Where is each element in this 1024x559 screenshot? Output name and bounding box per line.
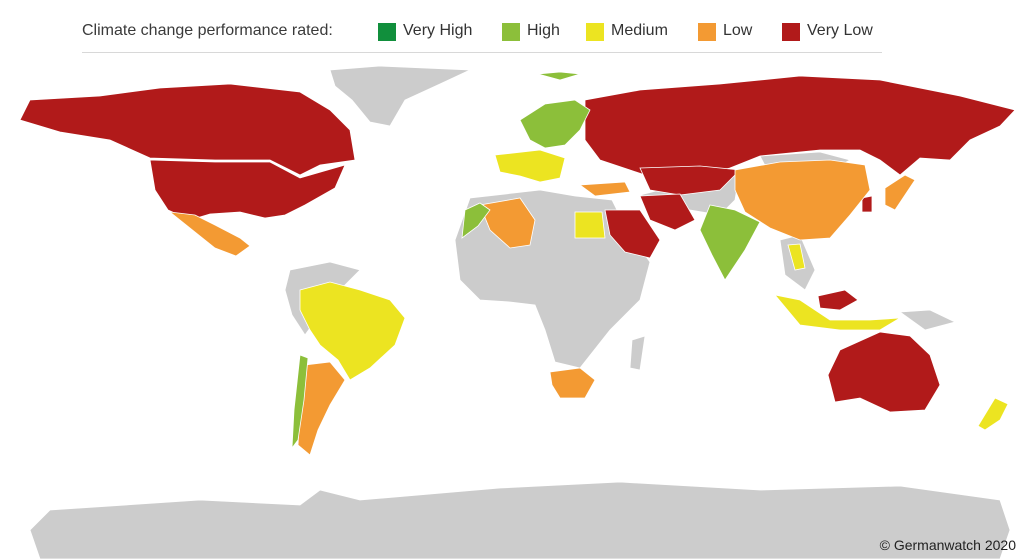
svalbard	[537, 71, 581, 81]
legend-swatch	[378, 23, 396, 41]
legend: Climate change performance rated: Very H…	[0, 0, 1024, 52]
legend-swatch	[698, 23, 716, 41]
copyright-credit: © Germanwatch 2020	[879, 537, 1016, 553]
medium-regions	[299, 149, 1009, 431]
world-map	[19, 65, 1016, 559]
legend-title: Climate change performance rated:	[82, 22, 333, 39]
legend-swatch	[502, 23, 520, 41]
india	[699, 204, 761, 281]
legend-swatch	[586, 23, 604, 41]
legend-label: Medium	[611, 22, 668, 39]
legend-label: Very High	[403, 22, 473, 39]
china	[734, 159, 871, 241]
western-europe	[494, 149, 566, 183]
saudi-arabia	[604, 209, 661, 259]
australia	[827, 331, 941, 413]
indonesia	[773, 294, 901, 331]
united-states	[149, 159, 346, 221]
south-africa	[549, 367, 596, 399]
canada	[19, 83, 356, 176]
egypt	[574, 211, 606, 239]
morocco	[461, 202, 491, 239]
legend-label: Low	[723, 22, 753, 39]
low-regions	[168, 159, 916, 456]
algeria	[479, 197, 536, 249]
legend-swatch	[782, 23, 800, 41]
antarctica	[29, 481, 1011, 559]
greenland	[329, 65, 471, 127]
mexico	[168, 211, 251, 257]
new-zealand	[977, 397, 1009, 431]
brazil	[299, 281, 406, 381]
iran	[639, 193, 696, 231]
legend-label: Very Low	[807, 22, 873, 39]
legend-label: High	[527, 22, 560, 39]
papua	[898, 309, 957, 331]
unrated-land	[29, 65, 1011, 559]
japan	[884, 174, 916, 211]
turkey	[578, 181, 631, 197]
legend-divider	[82, 52, 882, 53]
very-low-regions	[19, 75, 1016, 413]
chile	[291, 354, 309, 450]
high-regions	[291, 71, 761, 450]
malaysia	[817, 289, 859, 311]
madagascar	[629, 335, 646, 371]
south-korea	[861, 195, 873, 213]
scandinavia	[519, 99, 591, 149]
kazakhstan	[639, 165, 741, 196]
thailand	[787, 243, 806, 271]
